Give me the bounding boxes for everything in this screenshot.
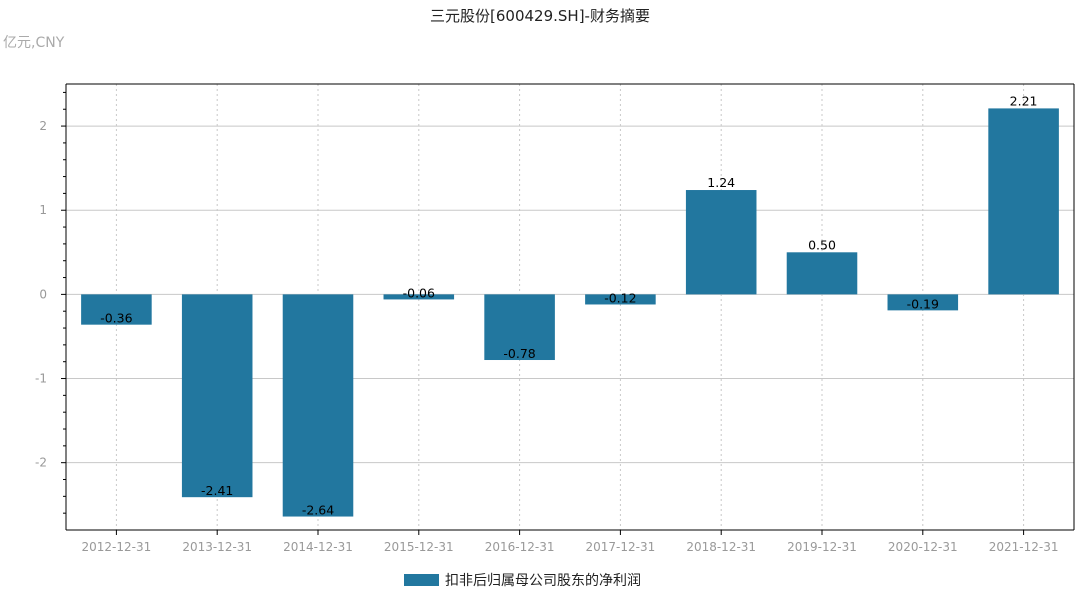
y-tick-label: 2	[39, 119, 47, 133]
y-tick-label: 1	[39, 203, 47, 217]
bar	[181, 294, 253, 498]
bar-value-label: -2.41	[201, 483, 233, 498]
bar	[887, 294, 959, 311]
y-tick-label: -2	[35, 456, 47, 470]
x-tick-label: 2012-12-31	[82, 540, 152, 554]
legend-swatch	[404, 574, 439, 586]
legend: 扣非后归属母公司股东的净利润	[404, 572, 641, 589]
bar	[484, 294, 555, 361]
bar	[383, 294, 455, 300]
x-tick-label: 2016-12-31	[485, 540, 555, 554]
x-tick-label: 2018-12-31	[686, 540, 756, 554]
bar-value-label: -0.12	[604, 290, 636, 305]
bars: -0.36 -2.41 -2.64 -0.06 -0.78 -0.12 1.24 0.50 -0…	[81, 93, 1059, 518]
bar	[685, 190, 757, 295]
chart-title: 三元股份[600429.SH]-财务摘要	[430, 7, 650, 25]
bar	[282, 294, 354, 517]
unit-label: 亿元,CNY	[3, 35, 65, 51]
bar-value-label: -2.64	[302, 503, 334, 518]
legend-label: 扣非后归属母公司股东的净利润	[445, 572, 641, 589]
bar-value-label: -0.19	[907, 296, 939, 311]
bar	[988, 108, 1059, 295]
bar	[585, 294, 656, 305]
bar-value-label: -0.78	[503, 346, 535, 361]
x-tick-label: 2020-12-31	[888, 540, 958, 554]
bar-value-label: -0.06	[403, 285, 435, 300]
bar-value-label: 0.50	[808, 237, 836, 252]
x-tick-label: 2014-12-31	[283, 540, 353, 554]
x-tick-label: 2015-12-31	[384, 540, 454, 554]
bar	[81, 294, 152, 325]
x-tick-label: 2021-12-31	[989, 540, 1059, 554]
x-tick-label: 2017-12-31	[586, 540, 656, 554]
axes: -2 -1 0 1 2 2012-12-31 2013-12-31 2014-12-31 201…	[35, 83, 1075, 554]
x-tick-label: 2013-12-31	[182, 540, 252, 554]
y-tick-label: 0	[39, 287, 47, 301]
bar	[786, 252, 858, 295]
bar-value-label: 1.24	[707, 175, 735, 190]
x-tick-label: 2019-12-31	[787, 540, 857, 554]
bar-value-label: -0.36	[100, 311, 132, 326]
bar-value-label: 2.21	[1010, 93, 1038, 108]
y-tick-label: -1	[35, 372, 47, 386]
